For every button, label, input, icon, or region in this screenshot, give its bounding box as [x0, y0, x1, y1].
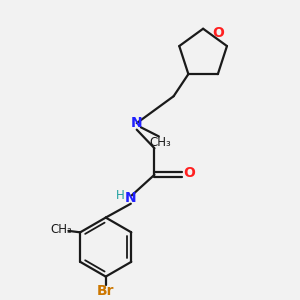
Text: H: H — [116, 189, 124, 202]
Text: Br: Br — [97, 284, 115, 298]
Text: N: N — [125, 191, 136, 206]
Text: N: N — [131, 116, 142, 130]
Text: CH₃: CH₃ — [149, 136, 171, 149]
Text: O: O — [183, 166, 195, 180]
Text: CH₃: CH₃ — [50, 223, 72, 236]
Text: O: O — [213, 26, 224, 40]
